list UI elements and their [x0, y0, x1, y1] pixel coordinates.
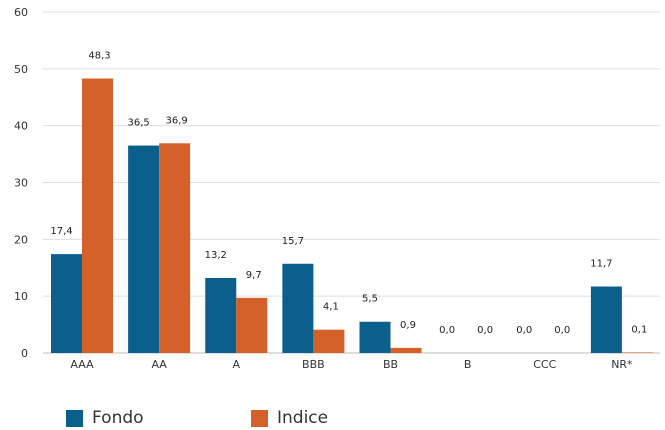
data-label: 0,0: [477, 325, 493, 336]
bar-fondo: [128, 145, 160, 353]
bar-fondo: [51, 254, 82, 353]
legend-label-fondo: Fondo: [92, 408, 144, 428]
bar-chart: 0 10 20 30 40 50 60 17,4 48,3 AAA 36,5 36,9 AA 13,2 9,…: [14, 6, 660, 371]
x-tick-label: AAA: [70, 358, 94, 371]
bar-indice: [159, 143, 191, 353]
legend-item-indice: Indice: [251, 406, 328, 430]
bar-indice: [621, 352, 653, 353]
data-label: 0,9: [400, 320, 416, 331]
x-tick-label: AA: [151, 358, 167, 371]
legend-item-fondo: Fondo: [66, 406, 144, 430]
data-label: 4,1: [323, 302, 339, 313]
data-label: 0,0: [554, 325, 570, 336]
data-label: 15,7: [282, 236, 304, 247]
bar-indice: [82, 78, 113, 354]
y-tick-label: 60: [14, 6, 28, 19]
bar-indice: [313, 329, 345, 353]
data-label: 0,0: [516, 325, 532, 336]
data-label: 17,4: [50, 226, 72, 237]
bar-fondo: [205, 277, 237, 353]
y-tick-label: 50: [14, 63, 28, 76]
x-tick-label: BBB: [302, 358, 325, 371]
data-label: 11,7: [590, 259, 612, 270]
data-label: 0,1: [631, 324, 647, 335]
bar-fondo: [590, 286, 622, 353]
data-label: 5,5: [362, 294, 378, 305]
legend-swatch-indice: [251, 409, 268, 427]
bar-indice: [236, 297, 268, 353]
x-tick-label: BB: [383, 358, 398, 371]
data-label: 9,7: [246, 270, 262, 281]
x-tick-label: B: [464, 358, 472, 371]
legend-label-indice: Indice: [277, 408, 329, 428]
bar-fondo: [282, 263, 314, 353]
y-tick-label: 30: [14, 177, 28, 190]
x-tick-label: NR*: [611, 358, 633, 371]
data-label: 0,0: [439, 325, 455, 336]
y-tick-label: 40: [14, 120, 28, 133]
legend: Fondo Indice: [0, 406, 665, 430]
y-tick-label: 0: [21, 347, 28, 360]
y-tick-label: 10: [14, 290, 28, 303]
legend-swatch-fondo: [66, 409, 83, 427]
data-label: 36,9: [165, 115, 187, 126]
y-tick-label: 20: [14, 233, 28, 246]
x-tick-label: CCC: [533, 358, 556, 371]
data-label: 13,2: [205, 250, 227, 261]
data-label: 48,3: [88, 50, 110, 61]
bar-fondo: [359, 321, 391, 353]
bar-indice: [390, 347, 422, 353]
x-tick-label: A: [232, 358, 240, 371]
data-label: 36,5: [127, 118, 149, 129]
